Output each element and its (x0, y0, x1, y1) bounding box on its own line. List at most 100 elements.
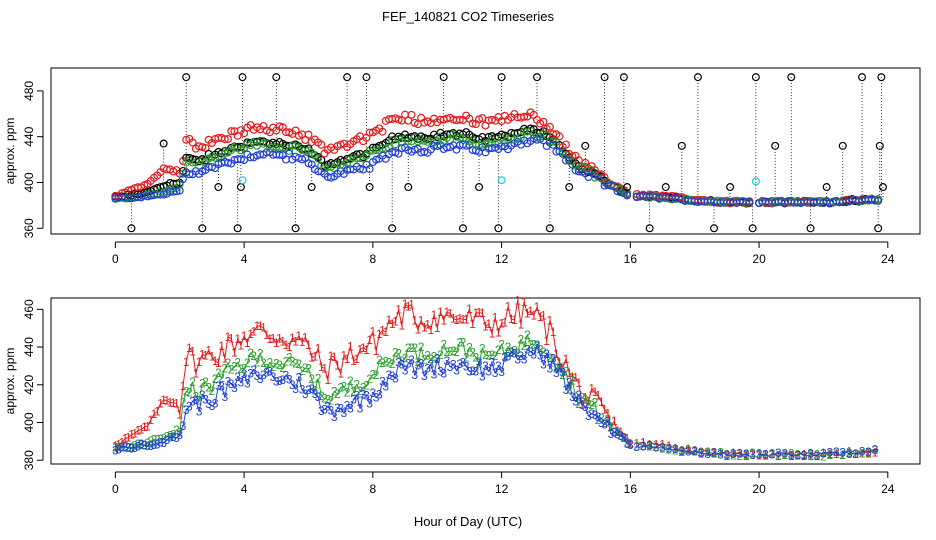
series-2-marker: 2 (601, 416, 608, 430)
series-1-marker: 1 (228, 332, 235, 346)
series-2-marker: 2 (575, 397, 582, 411)
black-outlier-point (272, 73, 281, 82)
series-3-marker: 3 (852, 447, 859, 461)
series-3-marker: 3 (189, 394, 196, 408)
series-2-marker: 2 (234, 355, 241, 369)
series-3-marker: 3 (846, 447, 853, 461)
series-3-marker: 3 (524, 342, 531, 356)
series-2-marker: 2 (624, 435, 631, 449)
series-1-marker: 1 (411, 314, 418, 328)
black-outlier-point (233, 224, 242, 233)
series-3-marker: 3 (234, 370, 241, 384)
series-3-marker: 3 (611, 425, 618, 439)
series-2-marker: 2 (389, 357, 396, 371)
black-outlier-point (645, 224, 654, 233)
x-tick-label: 0 (112, 482, 119, 496)
series-2-marker: 2 (376, 353, 383, 367)
series-3-marker: 3 (601, 417, 608, 431)
series-2-marker: 2 (530, 337, 537, 351)
series-1-marker: 1 (749, 447, 756, 461)
series-1-marker: 1 (221, 351, 228, 365)
series-3-marker: 3 (575, 388, 582, 402)
series-2-marker: 2 (215, 366, 222, 380)
series-2-marker: 2 (315, 372, 322, 386)
series-1-marker: 1 (730, 446, 737, 460)
series-2-marker: 2 (244, 356, 251, 370)
series-1-marker: 1 (453, 313, 460, 327)
series-1-marker: 1 (482, 320, 489, 334)
series-2-marker: 2 (202, 375, 209, 389)
blue-point (175, 186, 184, 195)
series-3-marker: 3 (276, 374, 283, 388)
series-3-marker: 3 (164, 433, 171, 447)
x-tick-label: 16 (624, 482, 638, 496)
series-2-marker: 2 (450, 344, 457, 358)
series-1-marker: 1 (846, 444, 853, 458)
figure-title: FEF_140821 CO2 Timeseries (382, 9, 554, 24)
series-2-marker: 2 (614, 425, 621, 439)
series-3-marker: 3 (511, 346, 518, 360)
series-2-marker: 2 (398, 354, 405, 368)
series-3-marker: 3 (389, 369, 396, 383)
series-2-marker: 2 (186, 386, 193, 400)
series-1-marker: 1 (257, 319, 264, 333)
series-1-marker: 1 (138, 423, 145, 437)
series-3-marker: 3 (833, 445, 840, 459)
series-1-marker: 1 (440, 313, 447, 327)
series-1-marker: 1 (331, 350, 338, 364)
series-1-marker: 1 (192, 366, 199, 380)
series-2-marker: 2 (421, 353, 428, 367)
series-3-marker: 3 (151, 438, 158, 452)
black-outlier-point (182, 73, 191, 82)
series-3-marker: 3 (646, 438, 653, 452)
series-2-marker: 2 (260, 356, 267, 370)
series-2-marker: 2 (180, 396, 187, 410)
x-tick-label: 0 (112, 252, 119, 266)
series-2-marker: 2 (392, 345, 399, 359)
series-3-marker: 3 (604, 414, 611, 428)
series-3-marker: 3 (534, 338, 541, 352)
series-3-marker: 3 (788, 449, 795, 463)
black-outlier-point (619, 73, 628, 82)
series-3-marker: 3 (135, 440, 142, 454)
black-outlier-point (214, 183, 223, 192)
series-1-marker: 1 (559, 361, 566, 375)
series-3-marker: 3 (553, 366, 560, 380)
series-2-line (115, 333, 631, 449)
series-2-marker: 2 (212, 372, 219, 386)
series-2-marker: 2 (640, 439, 647, 453)
black-outlier-point (494, 224, 503, 233)
series-2-marker: 2 (379, 356, 386, 370)
series-3-marker: 3 (228, 377, 235, 391)
series-2-marker: 2 (302, 361, 309, 375)
series-1-marker: 1 (389, 317, 396, 331)
series-3-marker: 3 (424, 362, 431, 376)
series-1-marker: 1 (170, 396, 177, 410)
series-2-marker: 2 (292, 357, 299, 371)
series-2-marker: 2 (231, 360, 238, 374)
series-3-marker: 3 (125, 441, 132, 455)
series-2-marker: 2 (273, 357, 280, 371)
black-outlier-point (748, 224, 757, 233)
series-1-marker: 1 (598, 395, 605, 409)
series-2-marker: 2 (736, 449, 743, 463)
series-2-marker: 2 (341, 379, 348, 393)
series-3-marker: 3 (218, 379, 225, 393)
series-1-marker: 1 (353, 352, 360, 366)
series-3-marker: 3 (270, 370, 277, 384)
series-1-marker: 1 (585, 395, 592, 409)
series-1-marker: 1 (601, 403, 608, 417)
series-1-marker: 1 (659, 437, 666, 451)
series-1-marker: 1 (762, 448, 769, 462)
series-3-marker: 3 (527, 345, 534, 359)
black-outlier-point (858, 73, 867, 82)
series-1-marker: 1 (865, 446, 872, 460)
series-3-marker: 3 (263, 366, 270, 380)
series-2-marker: 2 (598, 411, 605, 425)
y-axis-label: approx. ppm (3, 348, 17, 415)
red-point (487, 115, 496, 124)
series-2-marker: 2 (518, 333, 525, 347)
series-2-marker: 2 (666, 442, 673, 456)
series-1-marker: 1 (115, 438, 122, 452)
